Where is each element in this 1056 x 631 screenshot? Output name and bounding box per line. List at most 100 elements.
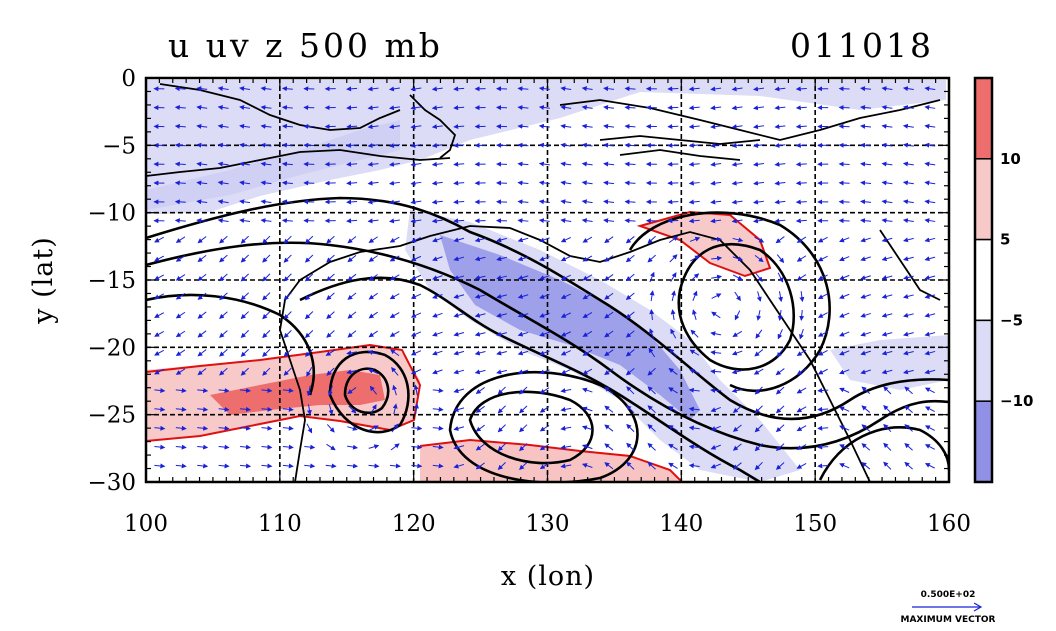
wind-vector — [688, 444, 700, 450]
wind-vector — [391, 423, 399, 433]
wind-vector — [817, 312, 828, 318]
wind-vector — [795, 218, 807, 224]
wind-vector — [410, 218, 422, 224]
wind-vector — [924, 444, 935, 450]
y-tick-label: −10 — [87, 201, 136, 227]
wind-vector — [860, 161, 872, 167]
wind-vector — [262, 348, 271, 357]
wind-vector — [689, 349, 700, 356]
wind-vector — [539, 406, 550, 413]
wind-vector — [754, 461, 763, 471]
wind-vector — [688, 218, 700, 224]
wind-vector — [431, 142, 443, 148]
wind-vector — [175, 255, 186, 262]
wind-vector — [690, 255, 700, 262]
wind-vector — [881, 275, 893, 280]
wind-vector — [560, 255, 571, 262]
wind-vector — [388, 86, 400, 92]
wind-vector — [432, 312, 443, 318]
wind-vector — [560, 368, 571, 375]
wind-vector — [775, 443, 785, 452]
wind-vector — [904, 461, 913, 470]
wind-vector — [517, 218, 529, 224]
wind-vector — [839, 387, 850, 393]
wind-vector — [283, 311, 292, 320]
wind-vector — [688, 425, 700, 431]
wind-vector — [474, 312, 486, 318]
wind-vector — [861, 443, 871, 451]
wind-vector — [281, 180, 293, 186]
wind-vector — [432, 294, 443, 299]
wind-vector — [432, 237, 443, 243]
wind-vector — [732, 443, 742, 451]
wind-vector — [732, 330, 743, 337]
wind-vector — [924, 199, 936, 205]
z-contour-low-south — [468, 390, 594, 465]
colorbar: 10 5 −5 −10 — [973, 76, 1033, 484]
wind-vector — [710, 161, 722, 167]
colorbar-bin — [974, 77, 993, 160]
z-contour-east-big — [628, 211, 831, 393]
wind-vector — [326, 292, 335, 301]
wind-vector — [581, 105, 593, 110]
wind-vector — [839, 331, 850, 337]
wind-vector — [860, 199, 872, 205]
wind-vector — [174, 105, 186, 111]
wind-vector — [538, 161, 550, 167]
wind-vector — [283, 348, 292, 357]
wind-vector — [883, 405, 892, 414]
wind-vector — [368, 444, 380, 450]
wind-vector — [431, 105, 443, 111]
wind-vector — [474, 331, 486, 337]
wind-vector — [581, 180, 593, 186]
wind-vector — [432, 406, 444, 412]
wind-vector — [196, 105, 208, 110]
wind-vector — [389, 312, 400, 318]
wind-vector — [753, 124, 764, 130]
wind-vector — [668, 367, 678, 375]
wind-vector — [517, 237, 529, 243]
wind-vector — [817, 387, 829, 393]
wind-vector — [260, 142, 272, 148]
wind-vector — [517, 294, 529, 299]
wind-vector — [174, 180, 186, 186]
wind-vector — [410, 255, 422, 262]
wind-vector — [517, 105, 529, 111]
wind-vector — [410, 237, 422, 243]
wind-vector — [924, 294, 936, 299]
wind-vector — [196, 123, 208, 129]
wind-vector — [648, 347, 656, 358]
wind-vector — [838, 199, 850, 205]
wind-vector — [924, 237, 936, 243]
wind-vector — [368, 274, 378, 281]
wind-vector — [624, 105, 636, 111]
wind-vector — [838, 105, 850, 111]
wind-vector — [603, 180, 615, 186]
wind-vector — [217, 86, 229, 92]
coast-borneo — [159, 83, 401, 131]
red-contour-jet — [146, 343, 422, 442]
wind-vector — [197, 236, 207, 244]
wind-vector — [392, 403, 398, 415]
wind-vector — [390, 443, 400, 451]
wind-vector — [410, 180, 422, 186]
wind-vector — [539, 312, 550, 318]
wind-vector — [453, 142, 465, 148]
wind-vector — [262, 273, 271, 282]
wind-vector — [754, 424, 763, 433]
wind-vector — [860, 312, 871, 318]
plot-area — [146, 78, 949, 482]
wind-vector — [240, 425, 252, 431]
wind-vector — [453, 331, 465, 337]
wind-vector — [175, 444, 187, 450]
wind-vector — [154, 388, 166, 394]
wind-vector — [370, 404, 377, 414]
wind-vector — [647, 461, 656, 470]
wind-vector — [839, 350, 850, 356]
wind-vector — [839, 293, 850, 299]
wind-vector — [734, 310, 741, 321]
wind-vector — [881, 331, 893, 337]
wind-vector — [881, 312, 893, 318]
wind-vector — [688, 86, 700, 92]
